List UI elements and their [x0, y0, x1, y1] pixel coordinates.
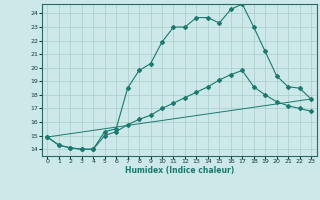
- X-axis label: Humidex (Indice chaleur): Humidex (Indice chaleur): [124, 166, 234, 175]
